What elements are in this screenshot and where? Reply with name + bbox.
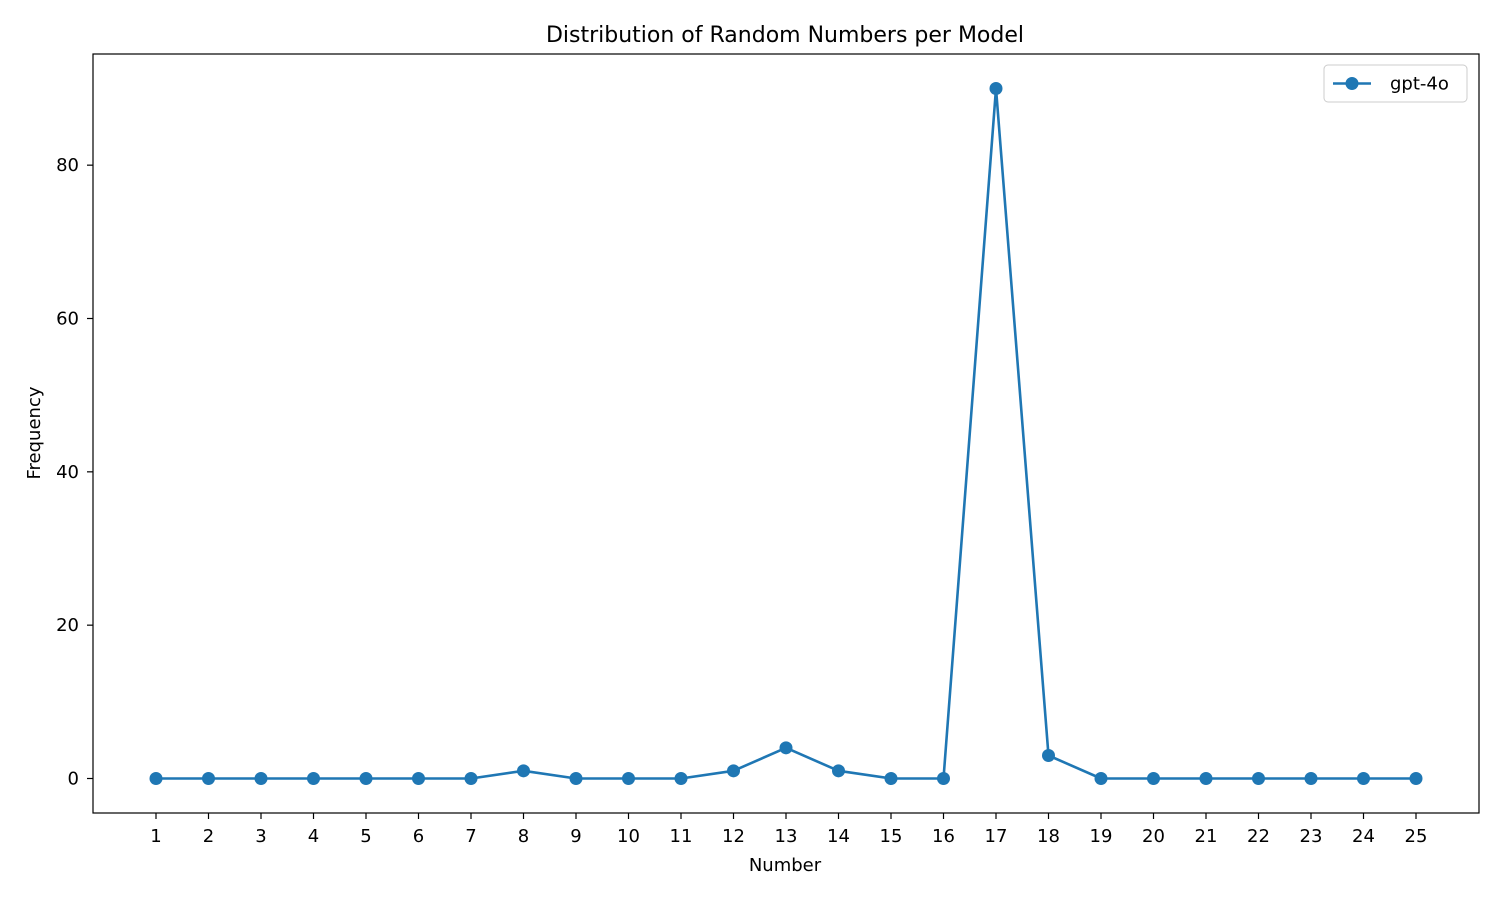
data-point	[1252, 772, 1265, 785]
data-point	[412, 772, 425, 785]
x-axis: 1 2 3 4 5 6 7 8 9 10 11 12 13 14 15 16 17 18 19 20 21 22 23 24 2…	[150, 813, 1427, 847]
x-tick-label: 15	[880, 826, 903, 847]
y-tick-label: 40	[56, 462, 79, 483]
chart-title: Distribution of Random Numbers per Model	[546, 23, 1024, 48]
data-point	[1042, 749, 1055, 762]
x-tick-label: 5	[360, 826, 371, 847]
data-point	[517, 764, 530, 778]
x-tick-label: 25	[1405, 826, 1428, 847]
data-point	[1094, 772, 1108, 785]
x-tick-label: 20	[1142, 826, 1165, 847]
data-point	[1357, 772, 1370, 785]
x-tick-label: 13	[775, 826, 798, 847]
x-tick-label: 6	[413, 826, 424, 847]
data-point	[359, 772, 373, 785]
x-tick-label: 16	[932, 826, 955, 847]
plot-area	[92, 53, 1480, 814]
x-tick-label: 1	[150, 826, 161, 847]
y-tick-label: 80	[56, 155, 79, 176]
data-point	[779, 741, 793, 755]
data-point	[674, 772, 688, 785]
data-point	[989, 82, 1003, 95]
x-tick-label: 21	[1195, 826, 1218, 847]
data-point	[727, 764, 740, 778]
x-tick-label: 24	[1352, 826, 1375, 847]
data-point	[937, 772, 950, 785]
data-point	[569, 772, 583, 785]
data-point	[254, 772, 268, 785]
legend-marker	[1345, 77, 1359, 90]
series-line	[156, 87, 1416, 780]
x-tick-label: 8	[518, 826, 529, 847]
legend-label: gpt-4o	[1390, 74, 1449, 95]
data-point	[307, 772, 320, 785]
plot-frame	[92, 53, 1480, 814]
legend-box	[1323, 64, 1468, 103]
data-point	[832, 764, 845, 778]
data-point	[1409, 772, 1423, 785]
y-tick-label: 0	[68, 769, 79, 790]
x-tick-label: 4	[308, 826, 319, 847]
y-axis-title: Frequency	[24, 386, 45, 479]
x-tick-label: 18	[1037, 826, 1060, 847]
data-point	[464, 772, 478, 785]
y-axis: 0 20 40 60 80	[56, 155, 93, 790]
data-point	[202, 772, 215, 785]
data-point	[1147, 772, 1160, 785]
data-point	[1199, 772, 1213, 785]
x-tick-label: 2	[203, 826, 214, 847]
x-tick-label: 3	[255, 826, 266, 847]
x-tick-label: 12	[722, 826, 745, 847]
y-tick-label: 20	[56, 615, 79, 636]
x-tick-label: 19	[1090, 826, 1113, 847]
x-tick-label: 23	[1300, 826, 1323, 847]
x-axis-title: Number	[749, 855, 822, 876]
data-point	[1304, 772, 1318, 785]
x-tick-label: 10	[617, 826, 640, 847]
data-point	[622, 772, 635, 785]
data-point	[149, 772, 163, 785]
x-tick-label: 7	[465, 826, 476, 847]
x-tick-label: 14	[827, 826, 850, 847]
x-tick-label: 22	[1247, 826, 1270, 847]
legend: gpt-4o	[1323, 64, 1468, 103]
data-point	[884, 772, 898, 785]
y-tick-label: 60	[56, 309, 79, 330]
x-tick-label: 9	[570, 826, 581, 847]
x-tick-label: 17	[985, 826, 1008, 847]
x-tick-label: 11	[670, 826, 693, 847]
